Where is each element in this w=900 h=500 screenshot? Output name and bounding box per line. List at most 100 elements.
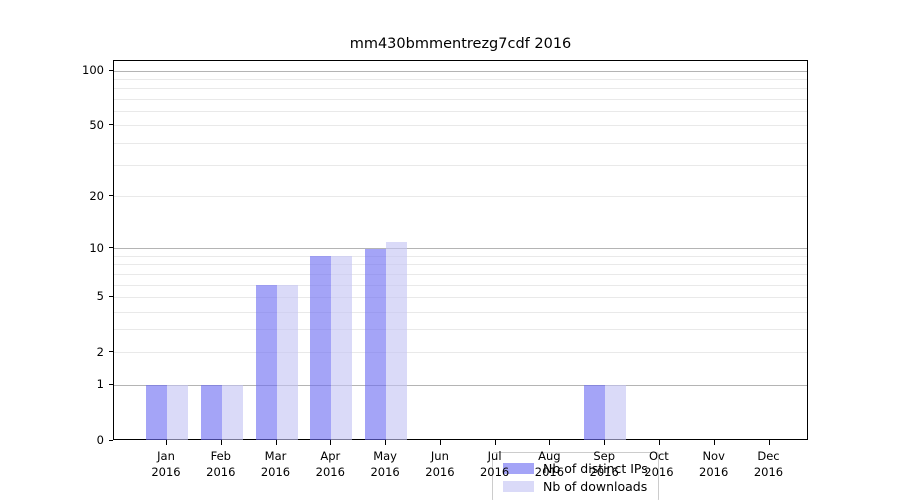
- x-tick-label-aug: Aug 2016: [521, 448, 577, 480]
- x-tick-month: Feb: [210, 449, 231, 463]
- bar-jan-downloads: [167, 385, 188, 440]
- x-tick-month: Jul: [487, 449, 502, 463]
- bar-may-downloads: [386, 241, 408, 440]
- gridline-10: [114, 248, 807, 250]
- y-tick-mark-100: [109, 69, 113, 71]
- gridline-40: [114, 142, 807, 144]
- y-tick-mark-5: [109, 295, 113, 297]
- y-tick-mark-2: [109, 351, 113, 353]
- y-tick-label-10: 10: [89, 240, 104, 255]
- y-tick-label-50: 50: [89, 117, 104, 132]
- gridline-80: [114, 88, 807, 90]
- gridline-2: [114, 352, 807, 354]
- x-tick-mark-aug: [549, 440, 551, 445]
- x-tick-month: Jan: [157, 449, 175, 463]
- bar-mar-distinct-ips: [255, 285, 277, 440]
- x-tick-year: 2016: [699, 465, 729, 479]
- gridline-30: [114, 165, 807, 167]
- gridline-4: [114, 311, 807, 313]
- gridline-100: [114, 70, 807, 72]
- bar-feb-downloads: [221, 385, 243, 440]
- x-tick-label-mar: Mar 2016: [248, 448, 304, 480]
- x-tick-year: 2016: [206, 465, 236, 479]
- x-tick-month: Oct: [648, 449, 669, 463]
- x-tick-mark-jul: [494, 440, 496, 445]
- gridline-50: [114, 125, 807, 127]
- x-tick-label-feb: Feb 2016: [193, 448, 249, 480]
- y-tick-mark-0: [109, 439, 113, 441]
- x-tick-month: Sep: [593, 449, 616, 463]
- x-tick-mark-jan: [166, 440, 167, 445]
- gridline-3: [114, 329, 807, 331]
- x-tick-month: Apr: [320, 449, 341, 463]
- bar-jan-distinct-ips: [146, 385, 167, 440]
- x-tick-label-oct: Oct 2016: [631, 448, 687, 480]
- x-tick-label-jun: Jun 2016: [412, 448, 468, 480]
- x-tick-year: 2016: [425, 465, 455, 479]
- x-tick-year: 2016: [260, 465, 291, 479]
- y-tick-mark-10: [109, 247, 113, 249]
- x-tick-label-jul: Jul 2016: [467, 448, 523, 480]
- x-tick-mark-jun: [439, 440, 441, 445]
- legend-item-distinct-ips: Nb of distinct IPs: [503, 459, 648, 477]
- x-tick-month: May: [373, 449, 397, 463]
- gridline-9: [114, 255, 807, 257]
- gridline-5: [114, 296, 807, 298]
- x-tick-mark-oct: [658, 440, 660, 445]
- bar-feb-distinct-ips: [200, 385, 222, 440]
- legend-label-distinct-ips: Nb of distinct IPs: [543, 460, 648, 476]
- x-tick-month: Mar: [264, 449, 287, 463]
- x-tick-month: Aug: [538, 449, 561, 463]
- x-tick-year: 2016: [534, 465, 565, 479]
- legend-item-downloads: Nb of downloads: [503, 477, 648, 495]
- y-tick-mark-50: [109, 124, 113, 126]
- x-tick-label-sep: Sep 2016: [576, 448, 632, 480]
- x-tick-year: 2016: [589, 465, 619, 479]
- x-tick-year: 2016: [370, 465, 400, 479]
- x-tick-year: 2016: [151, 465, 181, 479]
- y-tick-label-100: 100: [82, 63, 104, 77]
- y-tick-mark-20: [109, 195, 113, 197]
- x-tick-year: 2016: [479, 465, 510, 479]
- x-tick-month: Jun: [430, 449, 449, 463]
- gridline-60: [114, 110, 807, 112]
- legend-swatch-distinct-ips: [503, 462, 534, 474]
- x-tick-year: 2016: [644, 465, 674, 479]
- y-tick-label-2: 2: [96, 344, 104, 359]
- x-tick-mark-apr: [330, 440, 332, 445]
- legend: Nb of distinct IPs Nb of downloads: [492, 452, 659, 500]
- bar-apr-distinct-ips: [310, 256, 332, 440]
- y-tick-mark-1: [109, 383, 113, 385]
- bar-sep-downloads: [605, 385, 627, 440]
- x-tick-mark-nov: [713, 440, 715, 445]
- x-tick-label-dec: Dec 2016: [741, 448, 797, 480]
- chart-title: mm430bmmentrezg7cdf 2016: [349, 36, 572, 52]
- y-tick-label-1: 1: [96, 377, 104, 392]
- x-tick-year: 2016: [315, 465, 345, 479]
- gridline-70: [114, 98, 807, 100]
- x-tick-mark-mar: [275, 440, 277, 445]
- y-tick-label-20: 20: [89, 188, 104, 203]
- x-tick-mark-dec: [768, 440, 770, 445]
- bar-may-distinct-ips: [365, 248, 387, 440]
- bar-sep-distinct-ips: [584, 385, 606, 440]
- x-tick-label-jan: Jan 2016: [138, 448, 194, 480]
- x-tick-month: Nov: [702, 449, 725, 463]
- x-tick-year: 2016: [753, 465, 784, 479]
- legend-swatch-downloads: [503, 480, 534, 492]
- x-tick-mark-feb: [220, 440, 222, 445]
- x-tick-month: Dec: [757, 449, 780, 463]
- x-tick-label-may: May 2016: [357, 448, 413, 480]
- x-tick-label-apr: Apr 2016: [302, 448, 358, 480]
- x-tick-mark-sep: [604, 440, 606, 445]
- x-tick-mark-may: [385, 440, 387, 445]
- y-tick-label-0: 0: [96, 433, 104, 447]
- gridline-8: [114, 264, 807, 266]
- bar-apr-downloads: [331, 256, 353, 440]
- y-tick-label-5: 5: [96, 289, 104, 304]
- gridline-90: [114, 78, 807, 80]
- gridline-7: [114, 273, 807, 275]
- x-tick-label-nov: Nov 2016: [686, 448, 742, 480]
- gridline-1: [114, 384, 807, 386]
